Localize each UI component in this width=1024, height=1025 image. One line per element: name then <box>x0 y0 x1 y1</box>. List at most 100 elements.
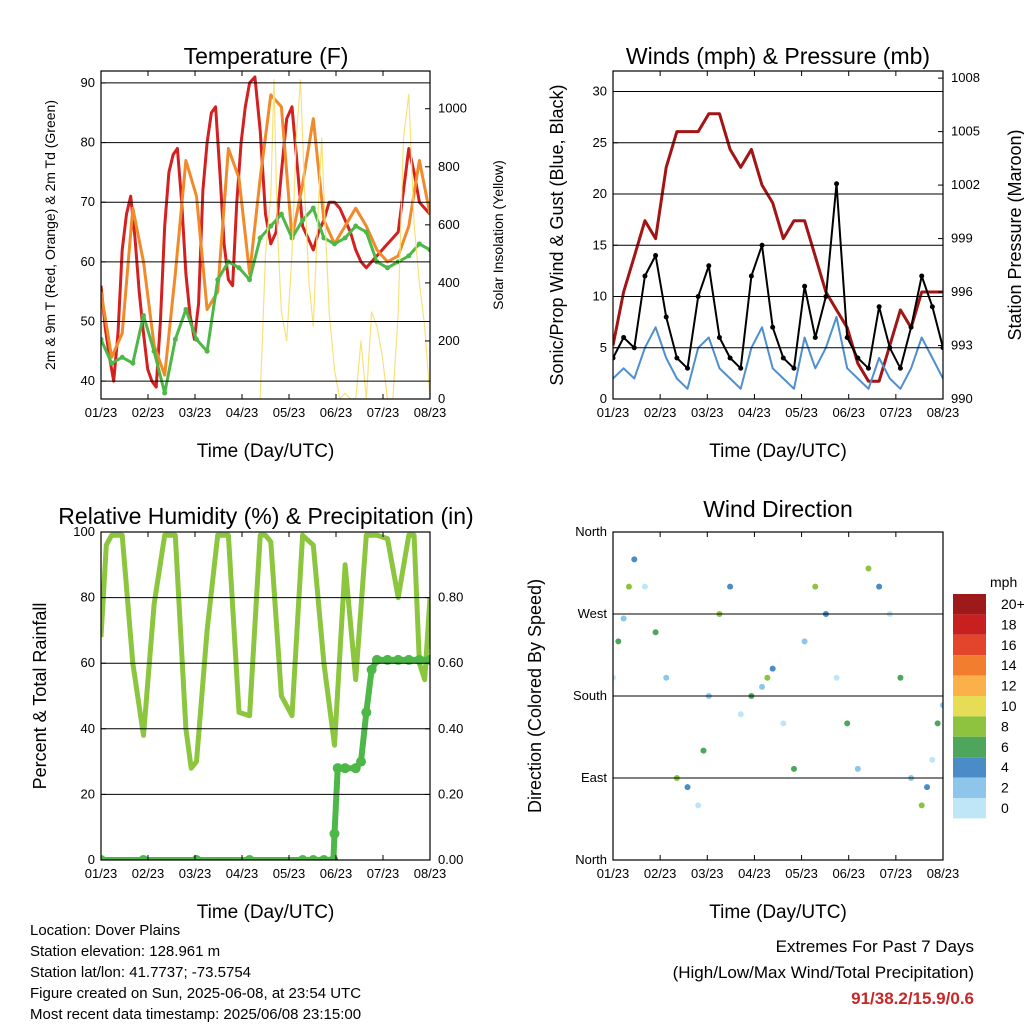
gust-point <box>855 355 861 361</box>
y-tick-label: 40 <box>81 721 95 736</box>
gust-point <box>685 365 691 371</box>
direction-point <box>865 565 872 572</box>
y-tick-label: 25 <box>593 135 607 150</box>
x-axis-label: Time (Day/UTC) <box>197 441 335 462</box>
direction-point <box>918 802 925 809</box>
2m-td-point <box>416 241 422 247</box>
x-tick-label: 02/23 <box>644 866 677 881</box>
2m-td-point <box>204 348 210 354</box>
2m-td-point <box>342 235 348 241</box>
y2-tick-label: 990 <box>951 391 973 406</box>
direction-point <box>897 674 904 681</box>
gust-point <box>653 253 659 258</box>
y-tick-label: East <box>581 770 607 785</box>
2m-td-point <box>194 336 200 342</box>
2m-td-point <box>109 360 115 366</box>
y2-tick-label: 600 <box>438 217 460 232</box>
speed-legend: mph 20+ 18 16 14 12 10 8 6 4 2 0 <box>953 574 1024 819</box>
total-precipitation-point <box>329 828 340 839</box>
total-precipitation-point <box>340 763 351 774</box>
gust-point <box>613 355 616 361</box>
direction-point <box>764 674 771 681</box>
legend-swatch <box>953 675 986 696</box>
direction-point <box>876 583 883 590</box>
station-latlon: Station lat/lon: 41.7737; -73.5754 <box>30 964 252 981</box>
gust-point <box>919 273 925 279</box>
y2-axis-label: Solar Insolation (Yellow) <box>490 160 506 310</box>
direction-point <box>695 802 702 809</box>
gust-point <box>642 273 648 279</box>
x-tick-label: 03/23 <box>179 405 212 420</box>
legend-label: 6 <box>1001 739 1009 755</box>
y2-tick-label: 0.40 <box>438 721 463 736</box>
legend-label: 12 <box>1001 678 1017 694</box>
total-precipitation-point <box>361 707 372 718</box>
y-axis-label: Direction (Colored By Speed) <box>525 579 545 813</box>
x-tick-label: 07/23 <box>367 866 400 881</box>
x-tick-label: 08/23 <box>927 866 960 881</box>
y2-tick-label: 200 <box>438 333 460 348</box>
y-axis-label: Percent & Total Rainfall <box>30 603 50 790</box>
data-timestamp: Most recent data timestamp: 2025/06/08 2… <box>30 1006 362 1023</box>
total-precipitation-point <box>138 855 149 860</box>
direction-point <box>934 720 941 727</box>
y-tick-label: 50 <box>81 313 95 328</box>
x-tick-label: 02/23 <box>644 405 677 420</box>
x-tick-label: 05/23 <box>273 405 306 420</box>
x-tick-label: 03/23 <box>179 866 212 881</box>
2m-td-point <box>321 235 327 241</box>
y-tick-label: 10 <box>593 289 607 304</box>
2m-td-point <box>151 348 157 354</box>
y-tick-label: 30 <box>593 84 607 99</box>
direction-point <box>940 702 943 709</box>
2m-td-point <box>183 307 189 313</box>
y2-tick-label: 0.80 <box>438 590 463 605</box>
gust-point <box>929 304 935 310</box>
plot-frame <box>100 70 431 400</box>
x-tick-label: 02/23 <box>132 866 165 881</box>
gust-point <box>716 335 722 340</box>
plot-frame <box>612 70 944 400</box>
x-tick-label: 05/23 <box>273 866 306 881</box>
plot-area <box>101 532 430 860</box>
plot-area <box>613 112 943 390</box>
chart-panel-3: Wind Direction Time (Day/UTC) North East Sou… <box>525 496 1024 923</box>
x-tick-label: 03/23 <box>691 866 724 881</box>
2m-td-point <box>300 217 306 223</box>
y-tick-label: North <box>575 524 607 539</box>
legend-swatch <box>953 798 986 819</box>
direction-point <box>929 756 936 763</box>
gust-point <box>834 181 840 187</box>
x-axis-label: Time (Day/UTC) <box>709 902 847 923</box>
y-tick-label: South <box>573 688 607 703</box>
y2-tick-label: 1005 <box>951 124 980 139</box>
chart-panel-0: Temperature (F) Time (Day/UTC) 40 50 60 70 80 9… <box>42 43 506 462</box>
gust-line <box>613 182 943 370</box>
total-precipitation-point <box>308 855 319 860</box>
relative-humidity-line <box>101 532 430 771</box>
2m-td-point <box>310 205 316 211</box>
legend-label: 20+ <box>1001 596 1024 612</box>
x-tick-label: 01/23 <box>85 866 118 881</box>
2m-td-point <box>172 336 178 342</box>
extremes-summary: Extremes For Past 7 Days (High/Low/Max W… <box>673 934 974 1012</box>
total-precipitation-point <box>371 654 382 665</box>
9m-t-line <box>101 93 430 377</box>
x-tick-label: 06/23 <box>832 866 865 881</box>
chart-title: Wind Direction <box>703 496 853 522</box>
direction-point <box>684 784 691 791</box>
y-axis-label: 2m & 9m T (Red, Orange) & 2m Td (Green) <box>42 100 58 370</box>
2m-td-point <box>162 390 168 396</box>
gust-point <box>621 335 627 340</box>
y2-tick-label: 0.60 <box>438 655 463 670</box>
gust-point <box>791 365 797 371</box>
legend-swatch <box>953 757 986 778</box>
plot-area <box>613 556 943 809</box>
y-tick-label: 15 <box>593 237 607 252</box>
y2-axis-label: Station Pressure (Maroon) <box>1005 129 1024 340</box>
gust-point <box>748 273 754 279</box>
y2-tick-label: 0.20 <box>438 786 463 801</box>
legend-label: 4 <box>1001 759 1009 775</box>
y2-tick-label: 1002 <box>951 177 980 192</box>
plot-area <box>101 75 430 399</box>
